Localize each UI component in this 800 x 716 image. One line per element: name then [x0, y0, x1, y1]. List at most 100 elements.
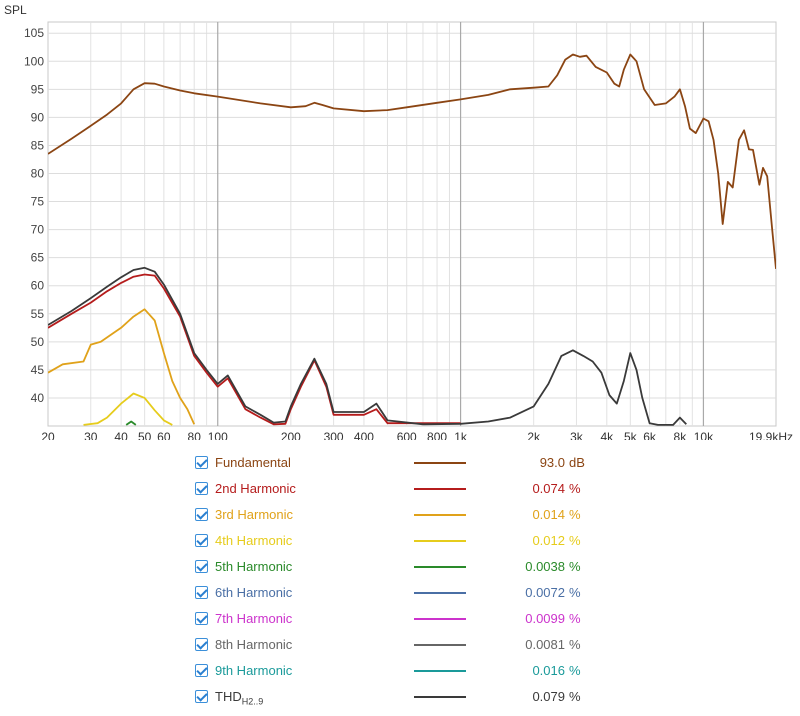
legend-series-name: 9th Harmonic [215, 663, 292, 678]
legend-value: 93.0 [539, 455, 565, 470]
legend-unit: % [569, 689, 581, 704]
checkbox-icon[interactable] [195, 664, 208, 677]
legend-item-9th-harmonic: 9th Harmonic 0.016% [195, 658, 595, 684]
legend-item-7th-harmonic: 7th Harmonic 0.0099% [195, 606, 595, 632]
legend-unit: % [569, 637, 581, 652]
y-tick-label: 100 [24, 54, 44, 68]
legend-line-swatch [414, 696, 466, 698]
5th-harmonic-line [125, 420, 137, 426]
x-tick-label: 2k [527, 430, 541, 440]
y-tick-label: 50 [31, 335, 45, 349]
x-tick-label: 6k [643, 430, 657, 440]
series-name-text: 8th Harmonic [215, 637, 293, 652]
legend-item-2nd-harmonic: 2nd Harmonic 0.074% [195, 476, 595, 502]
fundamental-line [48, 53, 776, 269]
legend-value: 0.012 [532, 533, 565, 548]
y-axis-label: SPL [4, 3, 27, 17]
legend-line-swatch [414, 462, 466, 464]
legend-series-name: 2nd Harmonic [215, 481, 296, 496]
x-tick-label: 8k [674, 430, 688, 440]
legend-series-name: 8th Harmonic [215, 637, 292, 652]
y-tick-label: 65 [31, 251, 45, 265]
y-tick-labels: 40 45 50 55 60 65 70 75 80 85 90 95 100 105 [24, 26, 44, 405]
series-name-text: 4th Harmonic [215, 533, 293, 548]
x-tick-label: 800 [427, 430, 447, 440]
legend-unit: % [569, 533, 581, 548]
legend-unit: % [569, 585, 581, 600]
series-name-text: 6th Harmonic [215, 585, 293, 600]
series-name-text: 3rd Harmonic [215, 507, 294, 522]
legend-item-5th-harmonic: 5th Harmonic 0.0038% [195, 554, 595, 580]
y-tick-label: 80 [31, 167, 45, 181]
legend-unit: % [569, 507, 581, 522]
major-gridlines [217, 22, 705, 426]
series-name-text: Fundamental [215, 455, 291, 470]
legend-line-swatch [414, 540, 466, 542]
checkbox-icon[interactable] [195, 560, 208, 573]
legend-value: 0.0072 [525, 585, 565, 600]
x-tick-label: 20 [41, 430, 55, 440]
4th-harmonic-line [83, 392, 173, 426]
legend-series-name: 3rd Harmonic [215, 507, 293, 522]
y-tick-label: 60 [31, 279, 45, 293]
legend-item-4th-harmonic: 4th Harmonic 0.012% [195, 528, 595, 554]
checkbox-icon[interactable] [195, 690, 208, 703]
legend-line-swatch [414, 618, 466, 620]
checkbox-icon[interactable] [195, 456, 208, 469]
legend-value: 0.0081 [525, 637, 565, 652]
legend-series-name: THDH2..9 [215, 689, 263, 707]
x-tick-label: 200 [281, 430, 301, 440]
x-tick-label: 40 [114, 430, 128, 440]
series-name-text: THD [215, 689, 242, 704]
y-tick-label: 105 [24, 26, 44, 40]
thd-line [48, 266, 687, 426]
legend-line-swatch [414, 592, 466, 594]
minor-gridlines [48, 22, 776, 426]
series-lines [48, 53, 776, 426]
y-tick-label: 45 [31, 363, 45, 377]
legend-item-fundamental: Fundamental 93.0 dB [195, 450, 595, 476]
legend-unit: % [569, 663, 581, 678]
series-name-text: 5th Harmonic [215, 559, 293, 574]
checkbox-icon[interactable] [195, 508, 208, 521]
x-tick-label: 50 [138, 430, 152, 440]
legend-item-6th-harmonic: 6th Harmonic 0.0072% [195, 580, 595, 606]
legend-item-thd: THDH2..9 0.079% [195, 684, 595, 710]
checkbox-icon[interactable] [195, 534, 208, 547]
legend-series-name: 5th Harmonic [215, 559, 292, 574]
series-name-text: 7th Harmonic [215, 611, 293, 626]
checkbox-icon[interactable] [195, 638, 208, 651]
legend-item-8th-harmonic: 8th Harmonic 0.0081% [195, 632, 595, 658]
y-tick-label: 95 [31, 82, 45, 96]
3rd-harmonic-line [48, 308, 196, 425]
x-tick-label: 600 [397, 430, 417, 440]
checkbox-icon[interactable] [195, 482, 208, 495]
legend-unit: dB [569, 455, 585, 470]
legend-series-name: 7th Harmonic [215, 611, 292, 626]
y-tick-label: 55 [31, 307, 45, 321]
legend-series-name: 6th Harmonic [215, 585, 292, 600]
checkbox-icon[interactable] [195, 612, 208, 625]
legend-line-swatch [414, 670, 466, 672]
legend-value: 0.074 [532, 481, 565, 496]
plot-area [47, 21, 777, 427]
x-tick-label: 10k [694, 430, 714, 440]
legend-unit: % [569, 559, 581, 574]
x-tick-label: 300 [324, 430, 344, 440]
legend-value: 0.016 [532, 663, 565, 678]
y-tick-label: 85 [31, 138, 45, 152]
x-tick-labels: 20 30 40 50 60 80 100 200 300 400 600 800 1k 2k 3k 4k 5k… [41, 430, 793, 440]
legend-value: 0.014 [532, 507, 565, 522]
x-tick-label: 30 [84, 430, 98, 440]
x-tick-label: 400 [354, 430, 374, 440]
legend-value: 0.0038 [525, 559, 565, 574]
legend: Fundamental 93.0 dB 2nd Harmonic 0.074% 3rd H… [195, 450, 595, 710]
x-tick-label: 100 [208, 430, 228, 440]
series-name-subscript: H2..9 [241, 696, 264, 707]
legend-item-3rd-harmonic: 3rd Harmonic 0.014% [195, 502, 595, 528]
x-tick-label: 5k [624, 430, 638, 440]
legend-unit: % [569, 611, 581, 626]
checkbox-icon[interactable] [195, 586, 208, 599]
y-tick-label: 75 [31, 195, 45, 209]
legend-line-swatch [414, 566, 466, 568]
